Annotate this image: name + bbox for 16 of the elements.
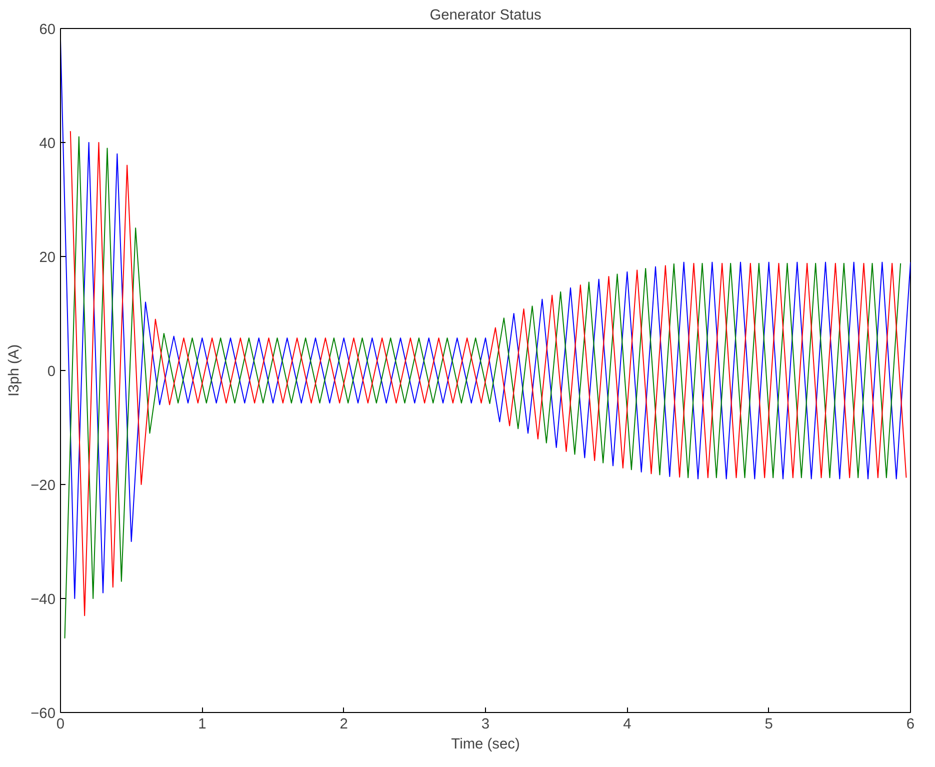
y-axis-title: I3ph (A) <box>6 344 23 397</box>
chart-title: Generator Status <box>430 8 542 24</box>
y-tick-label: −20 <box>30 478 56 494</box>
y-tick-label: −60 <box>30 706 56 722</box>
x-tick-label: 3 <box>481 716 490 732</box>
y-tick-label: 0 <box>47 364 56 380</box>
x-tick-label: 5 <box>764 716 773 732</box>
y-tick-label: −40 <box>30 592 56 608</box>
y-tick-label: 20 <box>39 250 56 266</box>
x-tick-label: 4 <box>623 716 632 732</box>
x-axis-title: Time (sec) <box>451 736 520 752</box>
x-tick-label: 2 <box>340 716 348 732</box>
x-tick-label: 1 <box>198 716 206 732</box>
x-tick-label: 6 <box>906 716 915 732</box>
y-tick-label: 60 <box>39 22 56 38</box>
y-tick-label: 40 <box>39 136 56 152</box>
